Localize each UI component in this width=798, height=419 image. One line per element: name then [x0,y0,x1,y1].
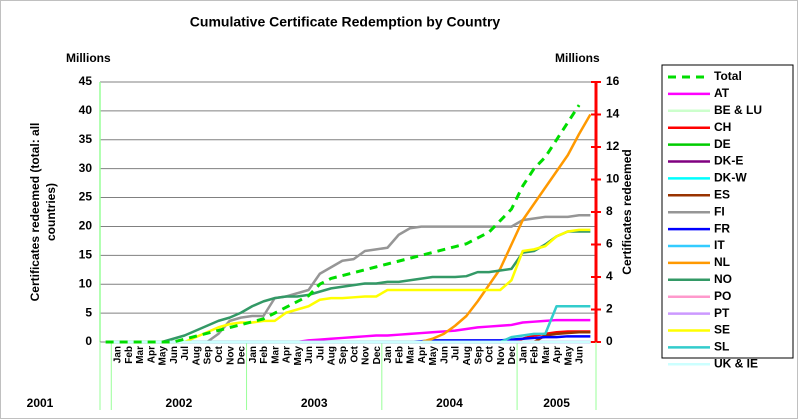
x-group-label: 2001 [27,396,54,410]
x-tick-label: May [293,346,304,366]
x-tick-label: Jan [248,346,259,363]
y-tick-label: 30 [79,161,93,175]
y-axis-title: countries) [44,183,58,241]
y-tick-label: 25 [79,190,93,204]
x-tick-label: Feb [124,346,135,364]
legend-label: DK-W [714,171,747,185]
y2-tick-label: 10 [606,172,620,186]
x-tick-label: Oct [214,345,225,362]
legend-label: BE & LU [714,103,762,117]
x-tick-label: Mar [270,346,281,364]
series-line [105,230,591,344]
x-tick-label: Aug [191,346,202,365]
x-tick-label: Nov [361,346,372,365]
x-tick-label: Nov [225,346,236,365]
x-group-label: 2005 [543,396,570,410]
x-group-label: 2002 [166,396,193,410]
x-tick-label: Jun [304,346,315,364]
x-tick-label: Feb [259,346,270,364]
x-tick-label: May [158,346,169,366]
x-tick-label: Dec [372,346,383,365]
y-tick-label: 20 [79,219,93,233]
y-tick-label: 45 [79,74,93,88]
y-tick-label: 40 [79,103,93,117]
x-tick-label: Jul [315,346,326,361]
y-tick-label: 15 [79,248,93,262]
x-tick-label: Feb [394,346,405,364]
x-tick-label: Apr [552,346,563,363]
x-tick-label: Sep [338,346,349,364]
legend-label: FR [714,221,730,235]
y2-tick-label: 2 [606,302,613,316]
legend-label: FI [714,204,725,218]
x-tick-label: Jun [575,346,586,364]
y-tick-label: 0 [85,334,92,348]
legend-label: NL [714,255,730,269]
x-tick-label: Feb [530,346,541,364]
x-tick-label: Jun [169,346,180,364]
y-tick-label: 10 [79,276,93,290]
y2-tick-label: 12 [606,139,620,153]
x-tick-label: Apr [146,346,157,363]
legend-label: DE [714,137,731,151]
legend-label: PT [714,306,730,320]
series-line [105,104,581,344]
x-tick-label: May [563,346,574,366]
x-tick-label: Dec [237,346,248,365]
legend-label: SE [714,323,730,337]
legend-label: AT [714,86,730,100]
x-tick-label: Aug [462,346,473,365]
x-tick-label: Jul [180,346,191,361]
x-tick-label: Oct [485,345,496,362]
legend-label: UK & IE [714,356,758,370]
x-tick-label: Jan [113,346,124,363]
x-tick-label: Jun [439,346,450,364]
legend-label: PO [714,289,731,303]
x-tick-label: Nov [496,346,507,365]
legend-label: ES [714,187,730,201]
x-tick-label: Aug [327,346,338,365]
x-group-label: 2003 [301,396,328,410]
x-tick-label: Oct [349,345,360,362]
y2-unit: Millions [555,51,600,65]
legend-label: DK-E [714,154,743,168]
x-tick-label: Sep [473,346,484,364]
legend-label: Total [714,69,742,83]
x-tick-label: Mar [135,346,146,364]
y2-tick-label: 14 [606,107,620,121]
legend-label: NO [714,272,732,286]
x-tick-label: Jan [518,346,529,363]
x-tick-label: Dec [507,346,518,365]
x-tick-label: May [428,346,439,366]
legend-label: IT [714,238,725,252]
x-tick-label: Apr [282,346,293,363]
x-tick-label: Mar [541,346,552,364]
y2-axis-title: Certificates redeemed [620,149,634,274]
y2-tick-label: 0 [606,334,613,348]
y-axis-title: Certificates redeemed (total: all [28,123,42,302]
x-group-label: 2004 [436,396,463,410]
legend-label: CH [714,120,731,134]
y2-tick-label: 6 [606,237,613,251]
x-tick-label: Jan [383,346,394,363]
y2-tick-label: 16 [606,74,620,88]
legend-label: SL [714,340,729,354]
x-tick-label: Jul [451,346,462,361]
y-tick-label: 5 [85,305,92,319]
y2-tick-label: 4 [606,269,613,283]
chart-title: Cumulative Certificate Redemption by Cou… [190,14,501,30]
x-tick-label: Sep [203,346,214,364]
x-tick-label: Apr [417,346,428,363]
y-unit: Millions [66,51,111,65]
y-tick-label: 35 [79,132,93,146]
x-tick-label: Mar [406,346,417,364]
y2-tick-label: 8 [606,204,613,218]
